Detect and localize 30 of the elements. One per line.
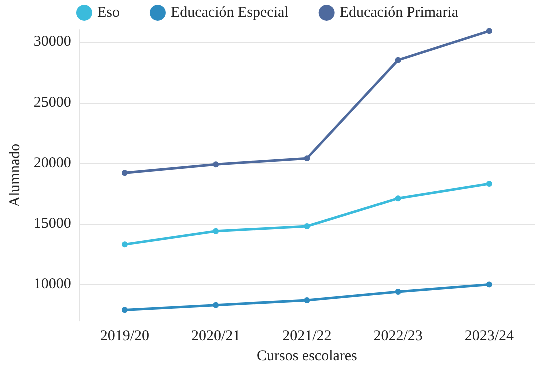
point — [213, 162, 220, 168]
point — [395, 196, 402, 202]
legend-label: Educación Primaria — [340, 5, 459, 21]
legend-label: Educación Especial — [170, 5, 289, 21]
y-axis-title: Alumnado — [8, 144, 24, 208]
point — [304, 156, 310, 162]
y-tick-label: 30000 — [34, 34, 72, 50]
x-axis-title: Cursos escolares — [256, 348, 358, 364]
legend-label: Eso — [97, 5, 120, 21]
x-tick-label: 2022/23 — [374, 328, 423, 345]
point — [122, 242, 128, 248]
point — [213, 228, 220, 234]
point — [486, 28, 492, 34]
point — [122, 170, 128, 176]
point — [122, 307, 128, 314]
y-tick-label: 15000 — [34, 216, 72, 232]
point — [395, 57, 402, 64]
x-tick-label: 2020/21 — [191, 328, 241, 345]
point — [486, 282, 492, 288]
point — [304, 297, 310, 304]
point — [304, 223, 310, 230]
x-tick-label: 2021/22 — [282, 328, 332, 345]
point — [486, 181, 492, 188]
y-tick-label: 25000 — [34, 94, 72, 111]
point — [395, 288, 402, 295]
x-tick-label: 2019/20 — [100, 328, 150, 345]
point — [213, 302, 220, 308]
x-tick-label: 2023/24 — [464, 328, 515, 345]
y-tick-label: 10000 — [34, 276, 72, 293]
y-tick-label: 20000 — [34, 155, 72, 172]
